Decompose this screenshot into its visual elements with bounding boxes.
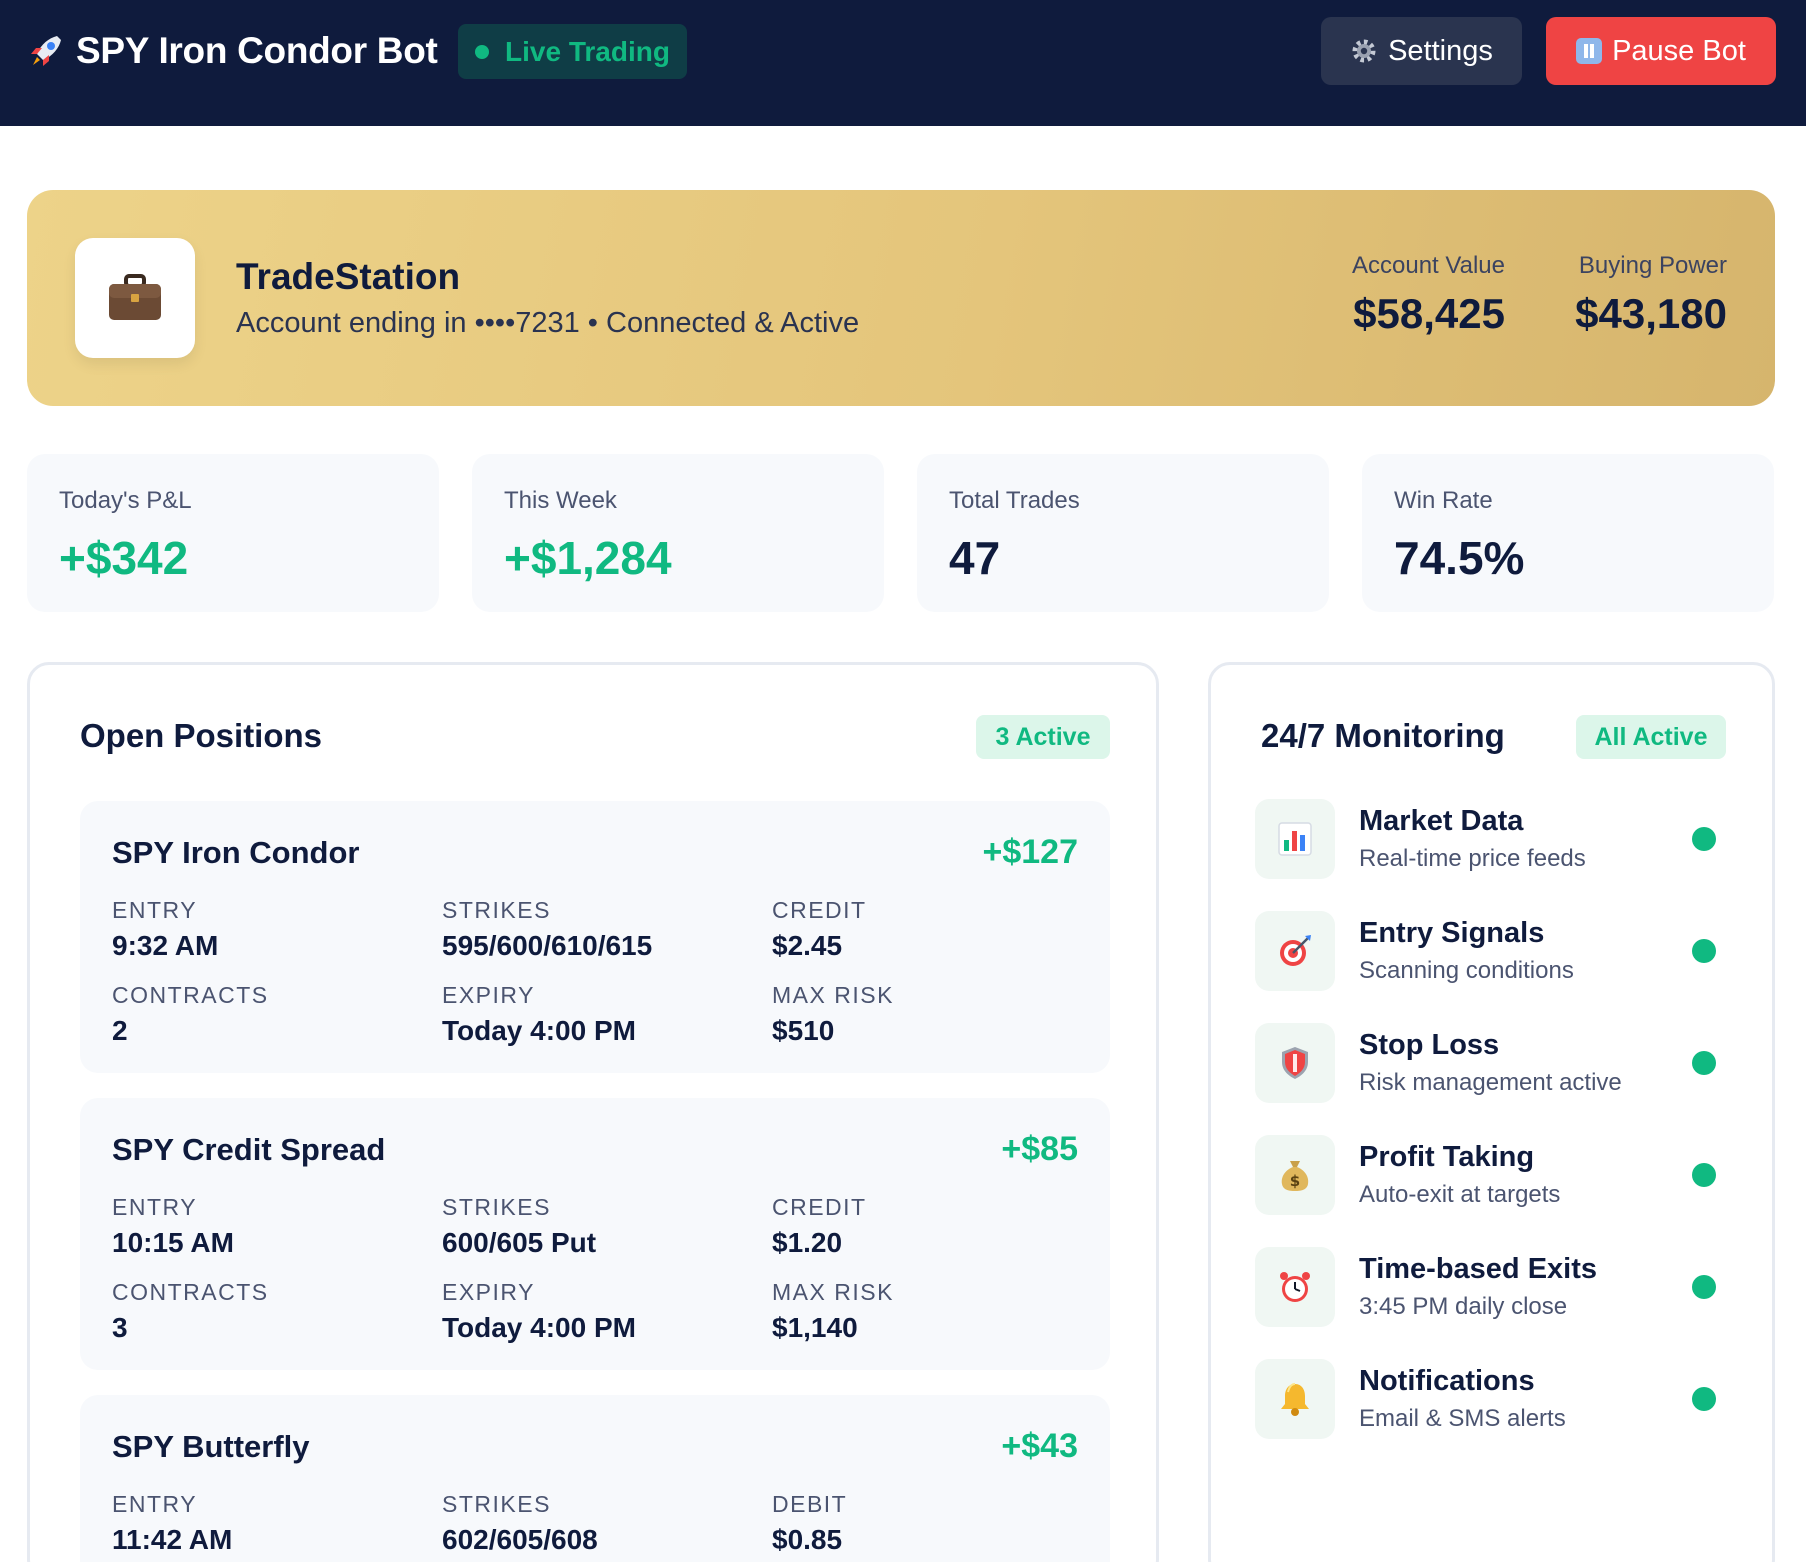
briefcase-icon [75,238,195,358]
stat-value: 47 [949,532,1001,584]
credit-field: CREDIT $1.20 [772,1194,867,1258]
position-pnl: +$85 [1001,1130,1078,1168]
svg-text:$: $ [1290,1172,1300,1190]
account-value-block: Account Value $58,425 [1352,252,1505,338]
pause-bot-button[interactable]: Pause Bot [1546,17,1776,85]
live-status-dot [475,44,490,59]
broker-account-status: Account ending in ••••7231 • Connected &… [236,307,860,339]
broker-name: TradeStation [236,256,461,297]
monitor-subtitle: Real-time price feeds [1359,845,1586,872]
position-name: SPY Credit Spread [112,1132,386,1167]
monitoring-title: 24/7 Monitoring [1261,717,1505,754]
settings-label: Settings [1388,34,1493,67]
expiry-field: EXPIRY Today 4:00 PM [442,982,636,1046]
monitor-item-stop-loss: Stop Loss Risk management active [1255,1023,1725,1103]
position-card[interactable]: SPY Credit Spread +$85 ENTRY 10:15 AM STR… [80,1098,1110,1370]
monitor-item-profit-taking: $ Profit Taking Auto-exit at targets [1255,1135,1725,1215]
live-trading-badge: Live Trading [458,24,687,79]
strikes-field: STRIKES 600/605 Put [442,1194,597,1258]
monitoring-panel: 24/7 Monitoring All Active Market Data R… [1208,662,1775,1562]
monitor-title: Time-based Exits [1359,1253,1598,1285]
monitor-item-entry-signals: Entry Signals Scanning conditions [1255,911,1725,991]
position-card[interactable]: SPY Iron Condor +$127 ENTRY 9:32 AM STRIK… [80,801,1110,1073]
account-value: $58,425 [1353,290,1505,337]
monitor-subtitle: Email & SMS alerts [1359,1405,1566,1432]
broker-account-card: TradeStation Account ending in ••••7231 … [27,190,1775,406]
stat-value: +$1,284 [504,532,672,584]
monitor-title: Notifications [1359,1365,1535,1397]
position-pnl: +$127 [982,833,1079,871]
status-dot [1692,939,1716,963]
expiry-field: EXPIRY Today 4:00 PM [442,1279,636,1343]
stat-card-total-trades: Total Trades 47 [917,454,1329,612]
debit-field: DEBIT $0.85 [772,1491,848,1555]
buying-power-label: Buying Power [1578,252,1727,279]
max-risk-field: MAX RISK $1,140 [772,1279,894,1343]
position-name: SPY Butterfly [112,1429,310,1464]
monitor-item-market-data: Market Data Real-time price feeds [1255,799,1725,879]
bar-chart-icon [1255,799,1335,879]
entry-field: ENTRY 9:32 AM [112,897,219,961]
monitor-title: Stop Loss [1359,1029,1500,1061]
stat-label: Today's P&L [59,487,192,514]
bell-icon [1255,1359,1335,1439]
stat-value: 74.5% [1394,532,1525,584]
buying-power-block: Buying Power $43,180 [1575,252,1727,338]
monitor-title: Market Data [1359,805,1524,837]
open-positions-title: Open Positions [80,717,323,754]
monitor-item-time-based-exits: Time-based Exits 3:45 PM daily close [1255,1247,1725,1327]
open-positions-panel: Open Positions 3 Active SPY Iron Condor … [27,662,1159,1562]
max-risk-field: MAX RISK $510 [772,982,894,1046]
position-pnl: +$43 [1001,1427,1078,1465]
shield-icon [1255,1023,1335,1103]
entry-field: ENTRY 10:15 AM [112,1194,234,1258]
stat-card-todays-pnl: Today's P&L +$342 [27,454,439,612]
buying-power-value: $43,180 [1575,290,1727,337]
status-dot [1692,1275,1716,1299]
monitor-title: Profit Taking [1359,1141,1535,1173]
all-active-badge: All Active [1576,715,1726,759]
alarm-clock-icon [1255,1247,1335,1327]
stat-value: +$342 [59,532,189,584]
live-trading-label: Live Trading [505,35,670,67]
monitor-subtitle: Risk management active [1359,1069,1622,1096]
monitor-title: Entry Signals [1359,917,1545,949]
status-dot [1692,1387,1716,1411]
contracts-field: CONTRACTS 2 [112,982,269,1046]
status-dot [1692,1051,1716,1075]
position-name: SPY Iron Condor [112,835,360,870]
monitor-subtitle: 3:45 PM daily close [1359,1293,1568,1320]
top-bar: SPY Iron Condor Bot Live Trading Setting… [0,0,1806,126]
stat-card-this-week: This Week +$1,284 [472,454,884,612]
strikes-field: STRIKES 602/605/608 [442,1491,598,1555]
monitor-subtitle: Scanning conditions [1359,957,1574,984]
gear-icon [1350,37,1378,65]
pause-icon [1576,38,1603,64]
rocket-icon [26,31,66,71]
settings-button[interactable]: Settings [1321,17,1522,85]
stat-label: Total Trades [949,487,1080,514]
entry-field: ENTRY 11:42 AM [112,1491,233,1555]
app-title: SPY Iron Condor Bot [76,30,438,71]
target-icon [1255,911,1335,991]
monitor-item-notifications: Notifications Email & SMS alerts [1255,1359,1725,1439]
contracts-field: CONTRACTS 3 [112,1279,269,1343]
money-bag-icon: $ [1255,1135,1335,1215]
credit-field: CREDIT $2.45 [772,897,867,961]
status-dot [1692,827,1716,851]
stat-card-win-rate: Win Rate 74.5% [1362,454,1774,612]
brand: SPY Iron Condor Bot [26,26,438,76]
active-positions-badge: 3 Active [976,715,1110,759]
monitor-subtitle: Auto-exit at targets [1359,1181,1561,1208]
account-value-label: Account Value [1352,252,1505,279]
stat-label: Win Rate [1394,487,1493,514]
stat-label: This Week [504,487,617,514]
status-dot [1692,1163,1716,1187]
strikes-field: STRIKES 595/600/610/615 [442,897,653,961]
pause-bot-label: Pause Bot [1612,34,1746,67]
position-card[interactable]: SPY Butterfly +$43 ENTRY 11:42 AM STRIKES… [80,1395,1110,1562]
